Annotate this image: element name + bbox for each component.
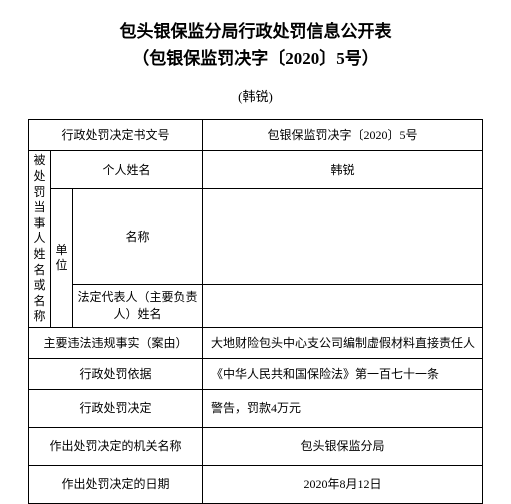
title-line1: 包头银保监分局行政处罚信息公开表 xyxy=(28,18,483,45)
unit-label: 单位 xyxy=(51,189,73,328)
basis-value: 《中华人民共和国保险法》第一百七十一条 xyxy=(203,358,483,389)
unit-name-label: 名称 xyxy=(73,189,203,285)
row-legal-rep: 法定代表人（主要负责人）姓名 xyxy=(29,285,483,328)
penalty-table: 行政处罚决定书文号 包银保监罚决字〔2020〕5号 被处罚当事人姓名或名称 个人… xyxy=(28,119,483,504)
row-decision: 行政处罚决定 警告，罚款4万元 xyxy=(29,389,483,427)
doc-no-label: 行政处罚决定书文号 xyxy=(29,120,203,151)
party-group-label: 被处罚当事人姓名或名称 xyxy=(29,151,51,328)
row-authority: 作出处罚决定的机关名称 包头银保监分局 xyxy=(29,427,483,465)
row-basis: 行政处罚依据 《中华人民共和国保险法》第一百七十一条 xyxy=(29,358,483,389)
document-page: 包头银保监分局行政处罚信息公开表 （包银保监罚决字〔2020〕5号） (韩锐) … xyxy=(0,0,511,504)
row-date: 作出处罚决定的日期 2020年8月12日 xyxy=(29,465,483,503)
unit-name-value xyxy=(203,189,483,285)
row-violation: 主要违法违规事实（案由） 大地财险包头中心支公司编制虚假材料直接责任人 xyxy=(29,327,483,358)
legal-rep-value xyxy=(203,285,483,328)
authority-value: 包头银保监分局 xyxy=(203,427,483,465)
decision-value: 警告，罚款4万元 xyxy=(203,389,483,427)
date-label: 作出处罚决定的日期 xyxy=(29,465,203,503)
row-doc-no: 行政处罚决定书文号 包银保监罚决字〔2020〕5号 xyxy=(29,120,483,151)
row-person-name: 被处罚当事人姓名或名称 个人姓名 韩锐 xyxy=(29,151,483,189)
doc-no-value: 包银保监罚决字〔2020〕5号 xyxy=(203,120,483,151)
document-title: 包头银保监分局行政处罚信息公开表 （包银保监罚决字〔2020〕5号） xyxy=(28,18,483,72)
authority-label: 作出处罚决定的机关名称 xyxy=(29,427,203,465)
person-name-value: 韩锐 xyxy=(203,151,483,189)
row-unit-name: 单位 名称 xyxy=(29,189,483,285)
document-subtitle: (韩锐) xyxy=(28,86,483,105)
basis-label: 行政处罚依据 xyxy=(29,358,203,389)
violation-label: 主要违法违规事实（案由） xyxy=(29,327,203,358)
violation-value: 大地财险包头中心支公司编制虚假材料直接责任人 xyxy=(203,327,483,358)
date-value: 2020年8月12日 xyxy=(203,465,483,503)
title-line2: （包银保监罚决字〔2020〕5号） xyxy=(28,45,483,72)
legal-rep-label: 法定代表人（主要负责人）姓名 xyxy=(73,285,203,328)
person-name-label: 个人姓名 xyxy=(51,151,203,189)
decision-label: 行政处罚决定 xyxy=(29,389,203,427)
